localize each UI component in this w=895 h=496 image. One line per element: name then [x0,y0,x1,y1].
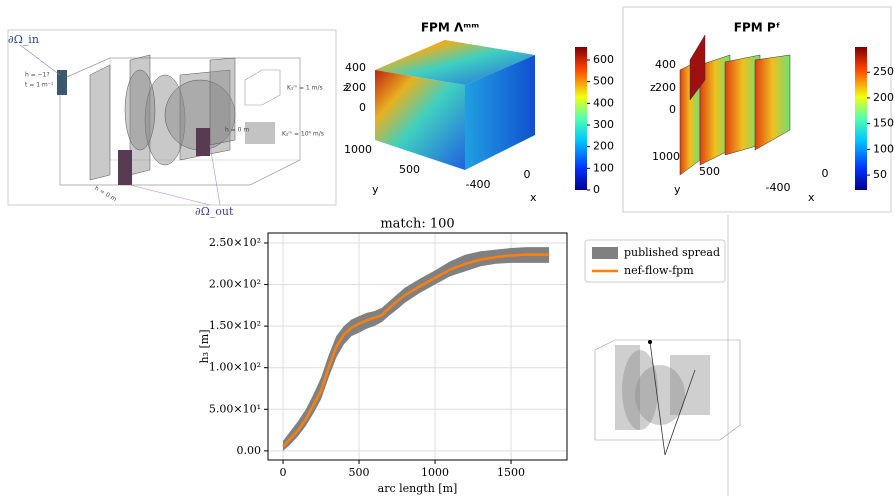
plot-frame [267,232,568,461]
note: t = 1 m⁻¹ [25,82,54,89]
tick-label: 200 [345,81,366,94]
note: h = 0 m [93,185,118,203]
y-tick-label: 1.00×10² [209,361,261,374]
tick-label: 1000 [344,143,372,156]
x-tick-label: 0 [280,466,287,479]
fractures [89,54,236,181]
colorbar-label: 400 [593,96,614,109]
colorbar-label: 100 [873,142,894,155]
chart-title: match: 100 [380,217,454,232]
tick-label: 400 [345,61,366,74]
panel-border [622,6,892,213]
inlet [57,70,67,95]
series-line [282,253,550,448]
legend-swatch [592,247,618,259]
y-tick-label: 0.00 [237,444,262,457]
pointer [209,144,221,206]
y-axis-label: h₃ [m] [198,329,211,363]
legend-label: nef-flow-fpm [624,264,694,277]
note: h = −1? [25,72,50,79]
axis-label: x [808,191,815,204]
colorbar-label: 200 [593,140,614,153]
outlet [118,150,132,185]
legend-box [244,69,281,106]
tick-label: -400 [766,181,791,194]
main-chart: 0.00 5.00×10¹ 1.00×10² 1.50×10² 2.00×10² 2.50… [198,217,726,495]
panel-title: FPM Pᶠ [734,21,780,35]
colorbar-label: 50 [873,168,887,181]
sheet-panel: FPM Pᶠ z 400 200 0 1000 500 y -400 0 x [622,6,892,213]
cube-front [375,70,465,170]
colorbar [855,47,867,190]
cube-side [465,55,535,170]
axis-label: z [343,81,349,94]
axis-label: z [650,81,656,94]
y-tick-label: 2.50×10² [209,236,261,249]
y-tick-label: 2.00×10² [209,278,261,291]
tick-label: 1000 [652,150,680,163]
tick-label: 0 [822,167,829,180]
inlet-label: ∂Ω_in [8,33,39,46]
colorbar-label: 250 [873,65,894,78]
y-tick-label: 5.00×10¹ [209,402,261,415]
panel-border [7,29,337,206]
colorbar-label: 600 [593,53,614,66]
y-tick-label: 1.50×10² [209,319,261,332]
tick-label: 500 [399,163,420,176]
pointer [19,44,61,76]
colorbar [575,47,587,190]
legend-label: published spread [624,246,720,259]
cube-top [375,40,535,85]
cube-panel: FPM Λᵐᵐ z 400 200 0 1000 500 y -400 0 x [343,21,537,205]
legend-text: K₁ᵐ = 1 m/s [287,85,323,92]
tick-label: 500 [699,165,720,178]
legend-frame [584,239,726,283]
colorbar-label: 200 [873,91,894,104]
x-tick-label: 1000 [421,466,449,479]
tick-label: 200 [655,81,676,94]
tick-label: 0 [669,103,676,116]
colorbar-label: 300 [593,118,614,131]
axis-label: x [530,191,537,204]
colorbar-label: 500 [593,75,614,88]
legend-swatch [245,122,275,144]
x-axis-label: arc length [m] [378,482,458,495]
panel-title: FPM Λᵐᵐ [421,21,479,35]
x-tick-label: 500 [349,466,370,479]
colorbar-label: 100 [593,161,614,174]
x-tick-label: 1500 [497,466,525,479]
pointer [129,184,211,206]
colorbar-label: 150 [873,117,894,130]
legend-text: K₂ᵐ = 10⁴ m/s [282,131,324,138]
tick-label: -400 [466,178,491,191]
axis-label: y [372,183,379,196]
spread-band [283,247,550,451]
outlet [196,128,210,156]
domain-diagram: ∂Ω_in ∂Ω_out h = −1? t = 1 m⁻¹ h = 0 m h… [7,29,337,218]
note: h = 0 m [225,127,249,134]
colorbar-label: 0 [593,183,600,196]
axis-label: y [674,183,681,196]
mini-domain [594,339,741,456]
tick-label: 400 [655,58,676,71]
tick-label: 0 [524,168,531,181]
sheets [679,34,791,176]
tick-label: 0 [359,101,366,114]
outlet-label: ∂Ω_out [195,205,234,218]
